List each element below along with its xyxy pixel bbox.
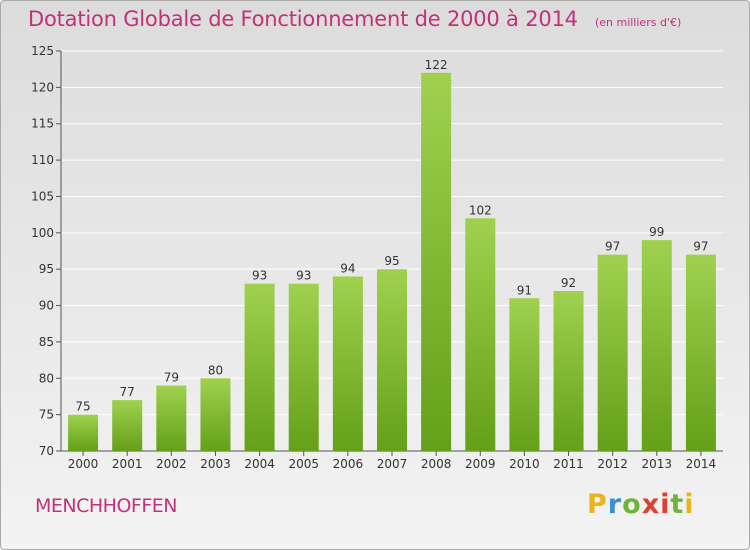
data-label-2002: 79 [164,371,179,385]
data-label-2000: 75 [75,400,90,414]
x-tick-label-2001: 2001 [112,457,143,471]
chart-subtitle: (en milliers d'€) [594,16,682,29]
data-label-2001: 77 [120,385,135,399]
proxiti-logo[interactable]: Proxiti [587,489,695,520]
bars [68,72,716,452]
bar-2012 [597,254,628,451]
data-label-2011: 92 [561,276,576,290]
logo-letter: i [660,489,671,520]
logo-letter: r [607,489,623,520]
bar-2002 [156,385,187,451]
y-tick-label: 100 [31,226,54,240]
logo-letter: x [641,489,661,520]
bar-2009 [465,218,496,451]
bar-2001 [112,400,143,451]
x-tick-label-2011: 2011 [553,457,584,471]
bar-2014 [685,254,716,451]
x-tick-label-2005: 2005 [288,457,319,471]
data-label-2009: 102 [469,203,492,217]
data-label-2003: 80 [208,363,223,377]
data-label-2008: 122 [425,58,448,72]
x-tick-label-2013: 2013 [642,457,673,471]
data-label-2012: 97 [605,240,620,254]
y-tick-label: 95 [39,262,54,276]
logo-letter: P [587,489,608,520]
bar-2010 [509,298,540,451]
data-label-2013: 99 [649,225,664,239]
x-tick-label-2010: 2010 [509,457,540,471]
y-tick-label: 85 [39,335,54,349]
bar-2006 [332,276,363,451]
x-tick-label-2008: 2008 [421,457,452,471]
x-tick-label-2003: 2003 [200,457,231,471]
bar-2011 [553,291,584,451]
y-tick-label: 75 [39,408,54,422]
chart-title: Dotation Globale de Fonctionnement de 20… [28,7,578,31]
bar-2008 [421,72,452,452]
logo-letter: t [670,489,685,520]
logo-letter: i [684,489,695,520]
logo-letter: o [622,489,642,520]
x-tick-label-2002: 2002 [156,457,187,471]
bar-2013 [641,240,672,451]
y-tick-label: 105 [31,189,54,203]
x-tick-label-2014: 2014 [686,457,717,471]
data-label-2006: 94 [340,261,355,275]
y-tick-label: 70 [39,444,54,458]
x-tick-label-2000: 2000 [68,457,99,471]
title-row: Dotation Globale de Fonctionnement de 20… [28,7,681,31]
x-tick-label-2006: 2006 [333,457,364,471]
data-label-2014: 97 [693,240,708,254]
y-tick-label: 80 [39,371,54,385]
y-tick-label: 110 [31,153,54,167]
x-tick-label-2007: 2007 [377,457,408,471]
x-tick-label-2012: 2012 [597,457,628,471]
data-labels: 75 77 79 80 93 93 94 95 122 102 91 92 97 99 97 [75,58,708,414]
data-label-2007: 95 [384,254,399,268]
y-tick-label: 125 [31,44,54,58]
bar-2004 [244,283,275,451]
commune-name: MENCHHOFFEN [35,495,177,517]
data-label-2004: 93 [252,269,267,283]
y-tick-label: 90 [39,299,54,313]
bar-2000 [68,414,99,451]
bar-2007 [376,269,408,451]
x-tick-label-2009: 2009 [465,457,496,471]
y-tick-label: 120 [31,80,54,94]
y-tick-label: 115 [31,117,54,131]
data-label-2010: 91 [517,283,532,297]
bar-2003 [200,378,231,451]
bar-2005 [288,283,319,451]
data-label-2005: 93 [296,269,311,283]
x-tick-label-2004: 2004 [244,457,275,471]
